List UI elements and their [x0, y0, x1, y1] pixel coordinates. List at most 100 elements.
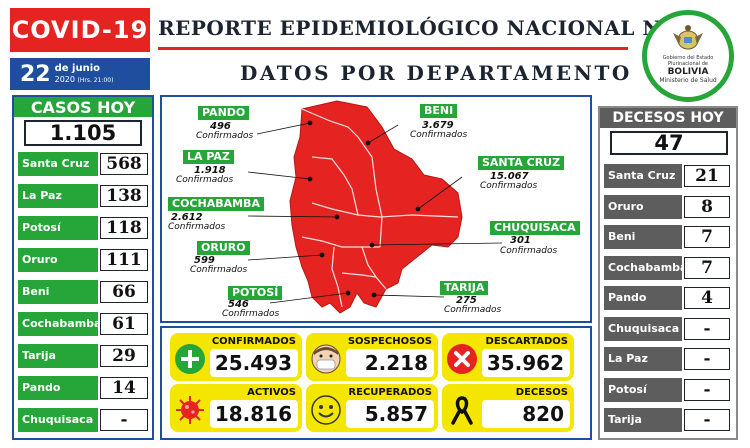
dept-name-tag: ORURO: [197, 241, 250, 255]
dept-confirmed-value: 3.679: [422, 120, 454, 131]
cases-row-value: 568: [100, 153, 148, 175]
summary-title: CONFIRMADOS: [211, 336, 296, 347]
deaths-row: Cochabamba 7: [604, 255, 732, 280]
deaths-row-value: 4: [684, 287, 730, 309]
summary-value: 5.857: [346, 400, 434, 428]
deaths-row: Tarija -: [604, 408, 732, 432]
cases-row-value: 29: [100, 345, 148, 367]
cases-today-total: 1.105: [24, 120, 142, 146]
summary-title: DESCARTADOS: [485, 336, 568, 347]
summary-value: 820: [482, 400, 570, 428]
cases-row: Cochabamba 61: [18, 312, 148, 336]
smiley-icon: [310, 394, 342, 426]
dept-confirmed-value: 15.067: [490, 171, 529, 182]
dept-confirmed-value: 546: [228, 299, 249, 310]
report-title: REPORTE EPIDEMIOLÓGICO NACIONAL Nº 99: [158, 16, 708, 40]
date-box: 22 de junio 2020 (Hrs. 21:00): [10, 58, 150, 90]
title-underline: [158, 47, 628, 50]
dept-confirmed-word: Confirmados: [500, 246, 558, 256]
cases-row: Santa Cruz 568: [18, 152, 148, 176]
cases-row-label: Cochabamba: [18, 312, 101, 336]
logo-name: BOLIVIA: [667, 67, 709, 77]
deaths-row-label: La Paz: [604, 347, 682, 371]
logo-small-text: Gobierno del Estado Plurinacional de: [662, 55, 714, 67]
cases-row-value: -: [100, 409, 148, 431]
bolivia-map: [247, 100, 503, 314]
page-subtitle: DATOS POR DEPARTAMENTO: [240, 61, 632, 85]
deaths-row: Chuquisaca -: [604, 316, 732, 341]
x-circle-icon: [446, 343, 478, 375]
dept-confirmed-word: Confirmados: [190, 265, 248, 275]
dept-name-tag: SANTA CRUZ: [478, 156, 565, 170]
logo-ministry: Ministerio de Salud: [659, 77, 717, 84]
dept-name-tag: POTOSÍ: [228, 286, 283, 300]
deaths-row: Santa Cruz 21: [604, 164, 732, 188]
summary-value: 2.218: [346, 349, 434, 377]
cases-row-value: 118: [100, 217, 148, 239]
deaths-row-value: 21: [684, 165, 730, 187]
dept-confirmed-value: 496: [210, 121, 231, 132]
dept-confirmed-word: Confirmados: [176, 175, 234, 185]
cases-row: Potosí 118: [18, 216, 148, 240]
ribbon-icon: [446, 394, 478, 426]
cases-row: La Paz 138: [18, 184, 148, 208]
deaths-row-label: Tarija: [604, 408, 682, 432]
cases-row-label: Santa Cruz: [18, 152, 98, 176]
summary-value: 25.493: [210, 349, 298, 377]
dept-confirmed-word: Confirmados: [168, 222, 226, 232]
masked-face-icon: [310, 343, 342, 375]
deaths-row-label: Beni: [604, 225, 682, 249]
dept-name-tag: TARIJA: [440, 281, 489, 295]
cases-row: Beni 66: [18, 280, 148, 304]
cases-row: Pando 14: [18, 376, 148, 400]
deaths-row: Pando 4: [604, 286, 732, 310]
cases-row: Chuquisaca -: [18, 408, 148, 432]
summary-box: DECESOS 820: [442, 384, 574, 432]
summary-title: ACTIVOS: [247, 387, 296, 398]
summary-box: CONFIRMADOS 25.493: [170, 333, 302, 381]
dept-confirmed-value: 301: [510, 235, 531, 246]
cases-row-label: Oruro: [18, 248, 98, 272]
deaths-row-value: 7: [684, 256, 730, 279]
deaths-row-label: Potosí: [604, 377, 682, 402]
cases-today-title: CASOS HOY: [14, 97, 152, 117]
virus-icon: [174, 394, 206, 426]
cases-row-label: Chuquisaca: [18, 408, 98, 432]
cases-row-label: Tarija: [18, 344, 98, 368]
cases-row-label: Pando: [18, 376, 98, 400]
deaths-today-total: 47: [610, 131, 728, 155]
dept-confirmed-word: Confirmados: [410, 130, 468, 140]
cases-row: Tarija 29: [18, 344, 148, 368]
cases-row: Oruro 111: [18, 248, 148, 272]
deaths-row: Potosí -: [604, 377, 732, 402]
summary-value: 18.816: [210, 400, 298, 428]
deaths-today-title: DECESOS HOY: [600, 108, 736, 128]
date-day: 22: [20, 61, 51, 87]
dept-name-tag: PANDO: [198, 106, 250, 120]
deaths-row-label: Cochabamba: [604, 255, 687, 280]
deaths-row-value: -: [684, 317, 730, 340]
cases-row-label: Potosí: [18, 216, 98, 240]
dept-confirmed-word: Confirmados: [222, 309, 280, 319]
dept-confirmed-value: 1.918: [194, 165, 226, 176]
plus-icon: [174, 343, 206, 375]
summary-box: DESCARTADOS 35.962: [442, 333, 574, 381]
dept-confirmed-word: Confirmados: [196, 131, 254, 141]
date-month: de junio: [54, 62, 101, 74]
dept-name-tag: LA PAZ: [183, 150, 234, 164]
deaths-row: Beni 7: [604, 225, 732, 249]
dept-confirmed-value: 599: [194, 255, 215, 266]
dept-name-tag: CHUQUISACA: [490, 221, 580, 235]
cases-row-label: La Paz: [18, 184, 98, 208]
deaths-row-value: -: [684, 409, 730, 431]
cases-row-value: 61: [100, 313, 148, 335]
deaths-row-label: Santa Cruz: [604, 164, 682, 188]
covid-badge: COVID-19: [10, 8, 150, 52]
deaths-row-label: Pando: [604, 286, 682, 310]
dept-confirmed-word: Confirmados: [480, 181, 538, 191]
summary-box: ACTIVOS 18.816: [170, 384, 302, 432]
summary-title: RECUPERADOS: [348, 387, 432, 398]
deaths-row-label: Oruro: [604, 194, 682, 219]
cases-row-value: 111: [100, 249, 148, 271]
ministry-logo: Gobierno del Estado Plurinacional de BOL…: [642, 10, 734, 102]
